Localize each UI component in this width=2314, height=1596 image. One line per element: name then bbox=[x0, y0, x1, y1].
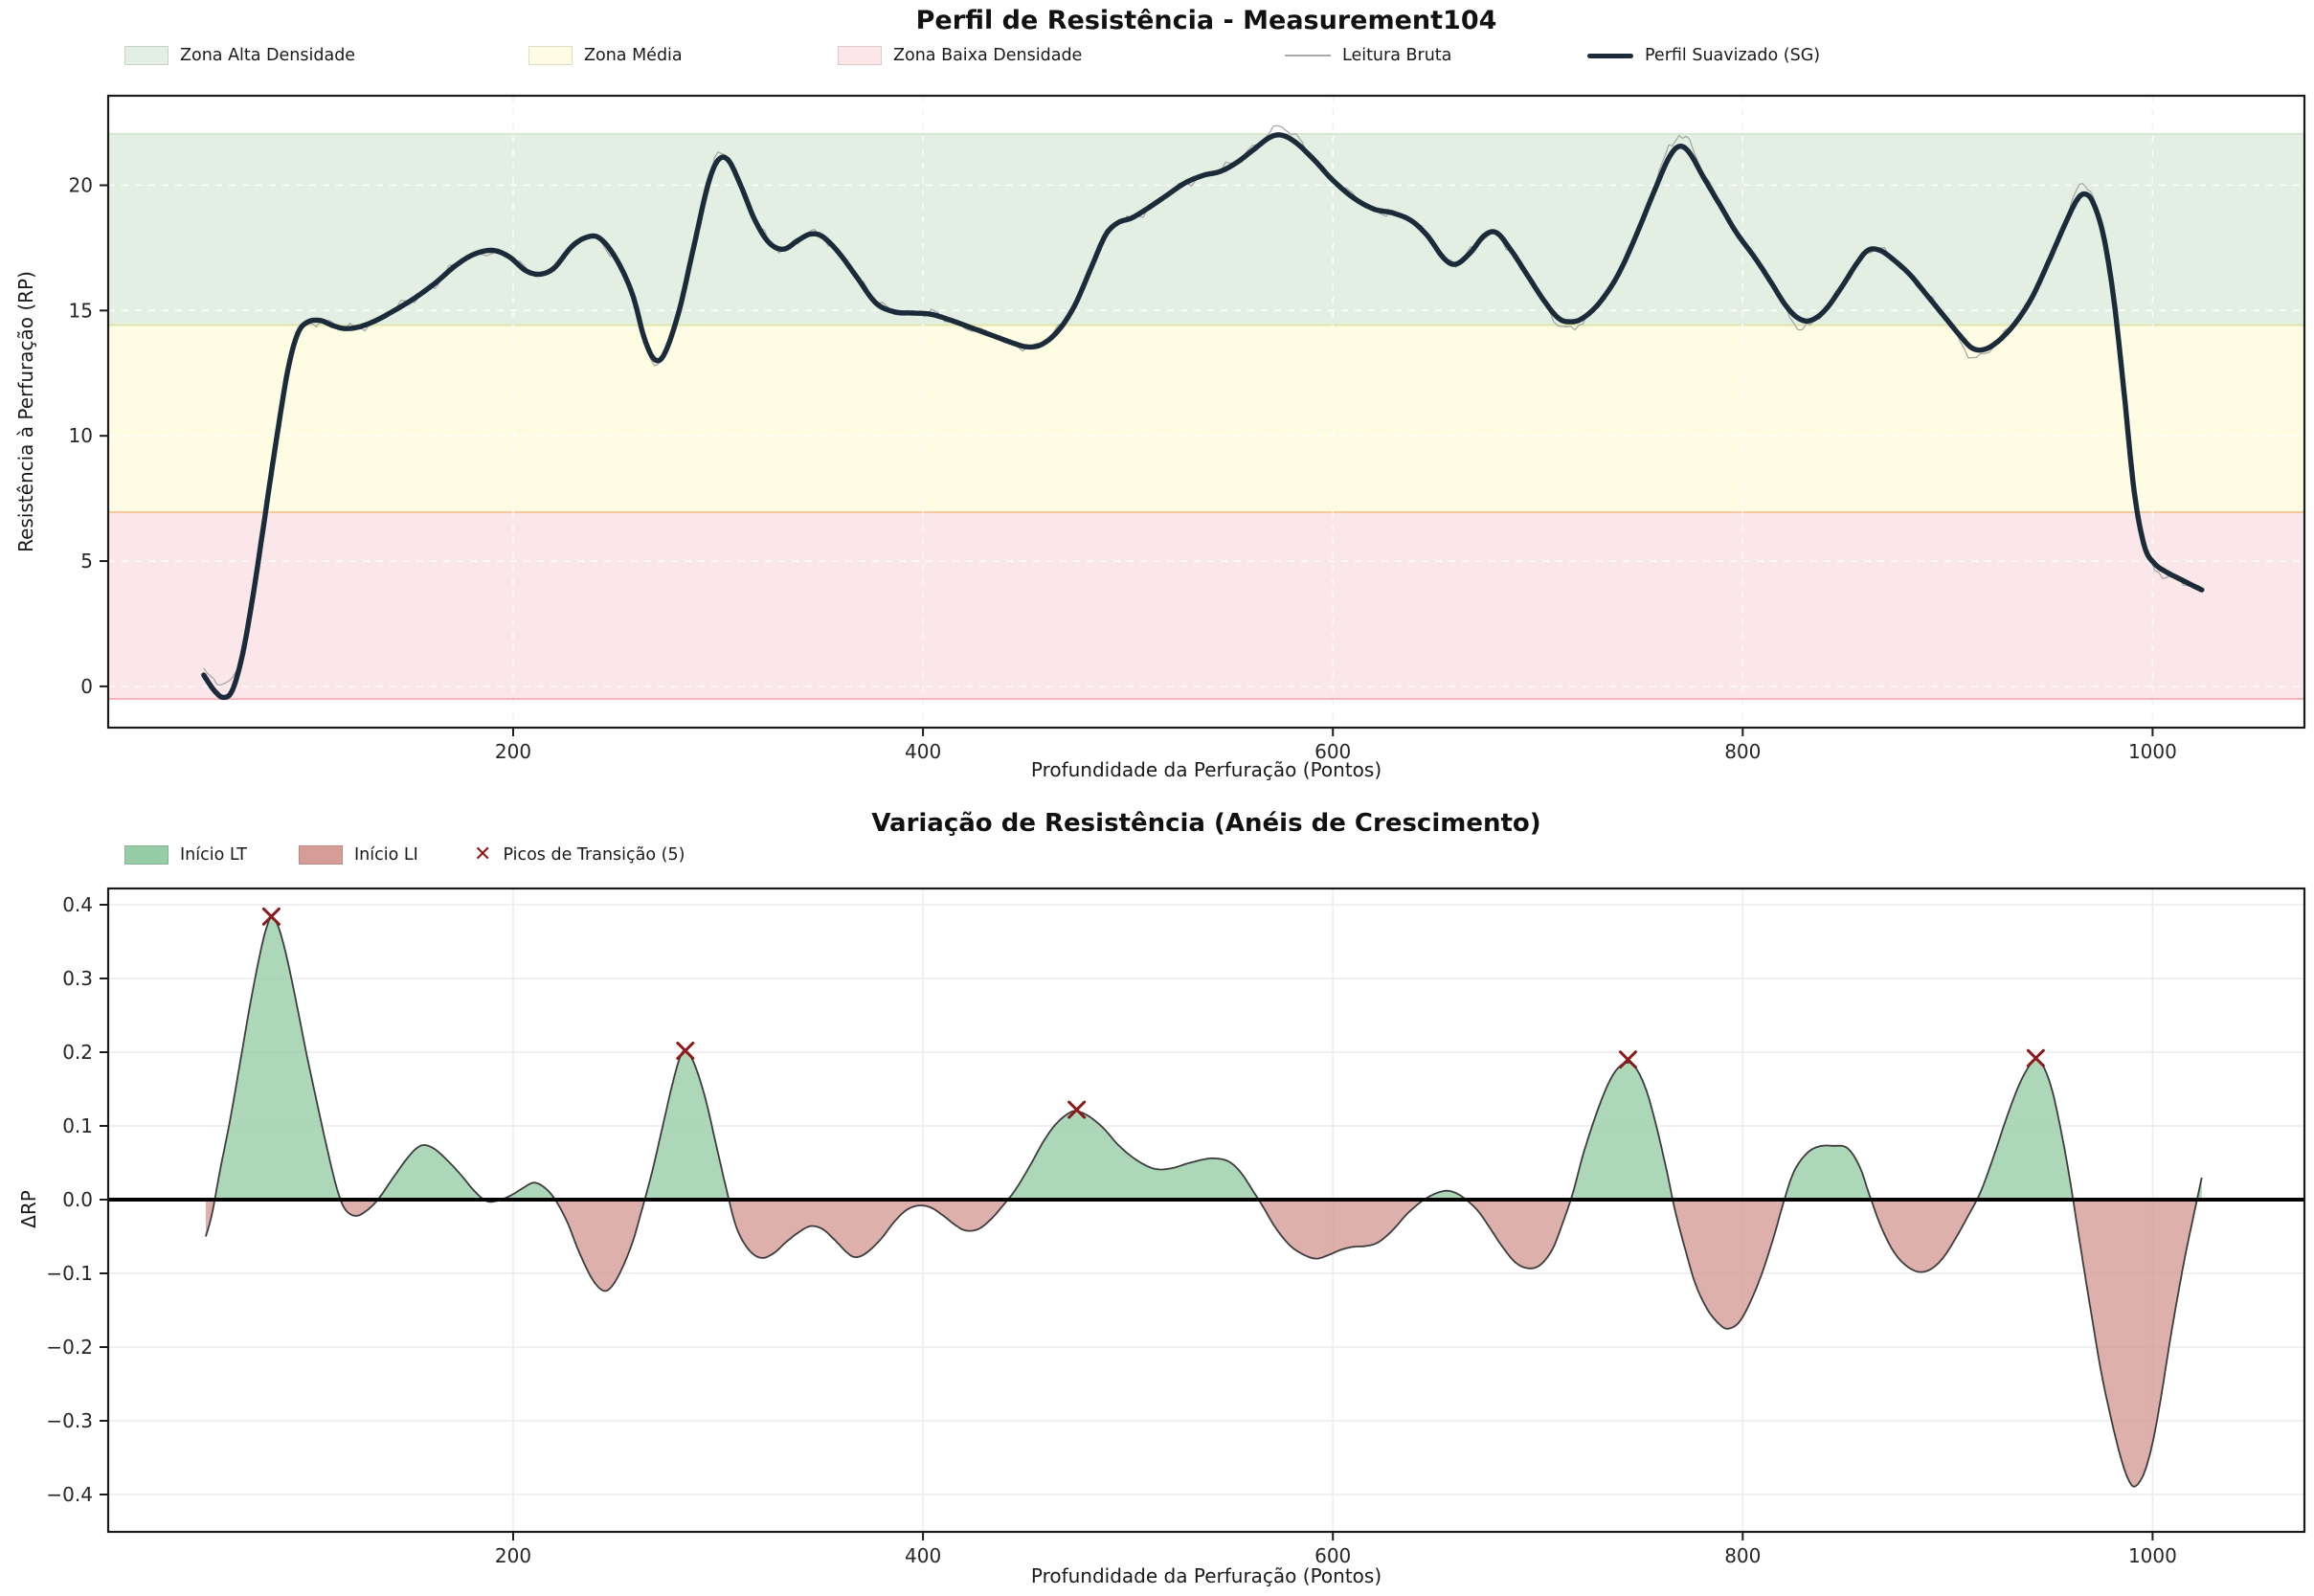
legend-label-perfil-suavizado: Perfil Suavizado (SG) bbox=[1645, 46, 1821, 65]
bottom-ytick-label: −0.2 bbox=[46, 1336, 93, 1359]
transition-peak-marker bbox=[1067, 1100, 1087, 1119]
delta-line-path bbox=[205, 917, 2203, 1488]
top-xtick-label: 800 bbox=[1724, 740, 1761, 763]
bottom-ytick-label: 0.1 bbox=[62, 1114, 93, 1137]
legend-label-picos: Picos de Transição (5) bbox=[503, 845, 685, 865]
zone-band bbox=[108, 512, 2304, 699]
top-ytick-label: 0 bbox=[80, 675, 93, 698]
legend-label-leitura-bruta: Leitura Bruta bbox=[1342, 46, 1452, 65]
bottom-ytick-label: −0.4 bbox=[46, 1483, 93, 1506]
positive-area-fill bbox=[205, 917, 2202, 1200]
x-marker-icon: ✕ bbox=[474, 843, 492, 866]
top-xtick-label: 600 bbox=[1314, 740, 1351, 763]
legend-zona-baixa: Zona Baixa Densidade bbox=[838, 43, 1082, 68]
bottom-xtick-label: 200 bbox=[495, 1544, 531, 1567]
bottom-xtick-label: 400 bbox=[905, 1544, 941, 1567]
top-xtick-label: 200 bbox=[495, 740, 531, 763]
bottom-ytick-label: 0.3 bbox=[62, 967, 93, 990]
negative-area-fill bbox=[205, 1200, 2202, 1487]
legend-leitura-bruta: Leitura Bruta bbox=[1285, 43, 1451, 68]
raw-line-icon bbox=[1285, 55, 1331, 56]
bottom-xtick-label: 800 bbox=[1724, 1544, 1761, 1567]
legend-label-zona-media: Zona Média bbox=[584, 46, 683, 65]
inicio-lt-swatch-icon bbox=[124, 845, 168, 865]
bottom-xtick-label: 600 bbox=[1314, 1544, 1351, 1567]
top-ytick-label: 15 bbox=[69, 299, 93, 322]
bottom-ytick-label: 0.0 bbox=[62, 1188, 93, 1211]
legend-label-zona-alta: Zona Alta Densidade bbox=[180, 46, 356, 65]
top-xtick-label: 1000 bbox=[2128, 740, 2177, 763]
legend-zona-alta: Zona Alta Densidade bbox=[124, 43, 355, 68]
bottom-ytick-label: 0.4 bbox=[62, 893, 93, 916]
zone-band bbox=[108, 133, 2304, 326]
smooth-line-icon bbox=[1587, 53, 1633, 58]
top-chart-plot: 200 400 600 800 1000 0 5 10 15 20 bbox=[69, 94, 2306, 763]
bottom-chart-ylabel: ΔRP bbox=[17, 1190, 40, 1228]
transition-peak-marker bbox=[1618, 1050, 1637, 1069]
zone-band bbox=[108, 325, 2304, 513]
legend-picos-transicao: ✕ Picos de Transição (5) bbox=[474, 843, 685, 867]
smooth-line-path bbox=[201, 132, 2205, 701]
bottom-chart-xlabel: Profundidade da Perfuração (Pontos) bbox=[1030, 1564, 1382, 1587]
bottom-chart-title: Variação de Resistência (Anéis de Cresci… bbox=[871, 809, 1541, 838]
top-xtick-label: 400 bbox=[905, 740, 941, 763]
inicio-li-swatch-icon bbox=[299, 845, 343, 865]
legend-inicio-li: Início LI bbox=[299, 843, 418, 867]
bottom-chart-plot: 200 400 600 800 1000 0.4 0.3 0.2 0.1 0.0 −0.1 −0.2 −… bbox=[46, 887, 2306, 1567]
zona-media-swatch-icon bbox=[528, 46, 573, 65]
legend-label-zona-baixa: Zona Baixa Densidade bbox=[893, 46, 1083, 65]
legend-label-inicio-lt: Início LT bbox=[180, 845, 247, 865]
legend-label-inicio-li: Início LI bbox=[354, 845, 418, 865]
transition-peak-marker bbox=[261, 907, 281, 926]
transition-peak-marker bbox=[676, 1041, 695, 1060]
top-ytick-label: 20 bbox=[69, 174, 93, 197]
top-chart-ylabel: Resistência à Perfuração (RP) bbox=[14, 271, 37, 552]
top-ytick-label: 5 bbox=[80, 550, 93, 573]
top-chart-title: Perfil de Resistência - Measurement104 bbox=[915, 6, 1497, 35]
zona-alta-swatch-icon bbox=[124, 46, 168, 65]
legend-inicio-lt: Início LT bbox=[124, 843, 247, 867]
bottom-ytick-label: 0.2 bbox=[62, 1041, 93, 1064]
zona-baixa-swatch-icon bbox=[838, 46, 882, 65]
legend-zona-media: Zona Média bbox=[528, 43, 683, 68]
top-grid bbox=[108, 133, 2304, 699]
bottom-xtick-label: 1000 bbox=[2128, 1544, 2177, 1567]
top-chart-xlabel: Profundidade da Perfuração (Pontos) bbox=[1030, 758, 1382, 781]
transition-peak-marker bbox=[2026, 1048, 2045, 1068]
bottom-ytick-label: −0.3 bbox=[46, 1409, 93, 1432]
bottom-ytick-label: −0.1 bbox=[46, 1262, 93, 1285]
legend-perfil-suavizado: Perfil Suavizado (SG) bbox=[1587, 43, 1820, 68]
top-ytick-label: 10 bbox=[69, 424, 93, 447]
